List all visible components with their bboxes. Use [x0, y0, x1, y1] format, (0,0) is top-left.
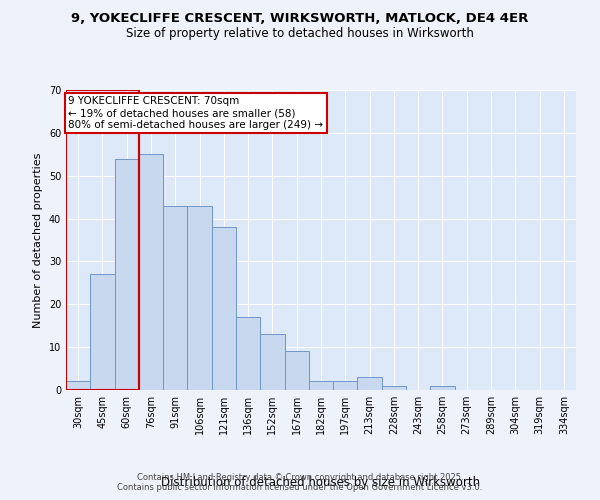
Text: Contains HM Land Registry data © Crown copyright and database right 2025.
Contai: Contains HM Land Registry data © Crown c… [118, 473, 482, 492]
Text: 9, YOKECLIFFE CRESCENT, WIRKSWORTH, MATLOCK, DE4 4ER: 9, YOKECLIFFE CRESCENT, WIRKSWORTH, MATL… [71, 12, 529, 26]
Bar [115, 158, 139, 390]
Bar [236, 317, 260, 390]
Bar [382, 386, 406, 390]
Text: 9 YOKECLIFFE CRESCENT: 70sqm
← 19% of detached houses are smaller (58)
80% of se: 9 YOKECLIFFE CRESCENT: 70sqm ← 19% of de… [68, 96, 323, 130]
Y-axis label: Number of detached properties: Number of detached properties [33, 152, 43, 328]
Bar [163, 206, 187, 390]
Bar [430, 386, 455, 390]
Text: Size of property relative to detached houses in Wirksworth: Size of property relative to detached ho… [126, 28, 474, 40]
Bar [66, 90, 139, 390]
Bar [90, 274, 115, 390]
Bar [260, 334, 284, 390]
Bar [333, 382, 358, 390]
Bar [358, 377, 382, 390]
X-axis label: Distribution of detached houses by size in Wirksworth: Distribution of detached houses by size … [161, 476, 481, 489]
Bar [284, 352, 309, 390]
Bar [212, 227, 236, 390]
Bar [139, 154, 163, 390]
Bar [187, 206, 212, 390]
Bar [66, 382, 90, 390]
Bar [309, 382, 333, 390]
